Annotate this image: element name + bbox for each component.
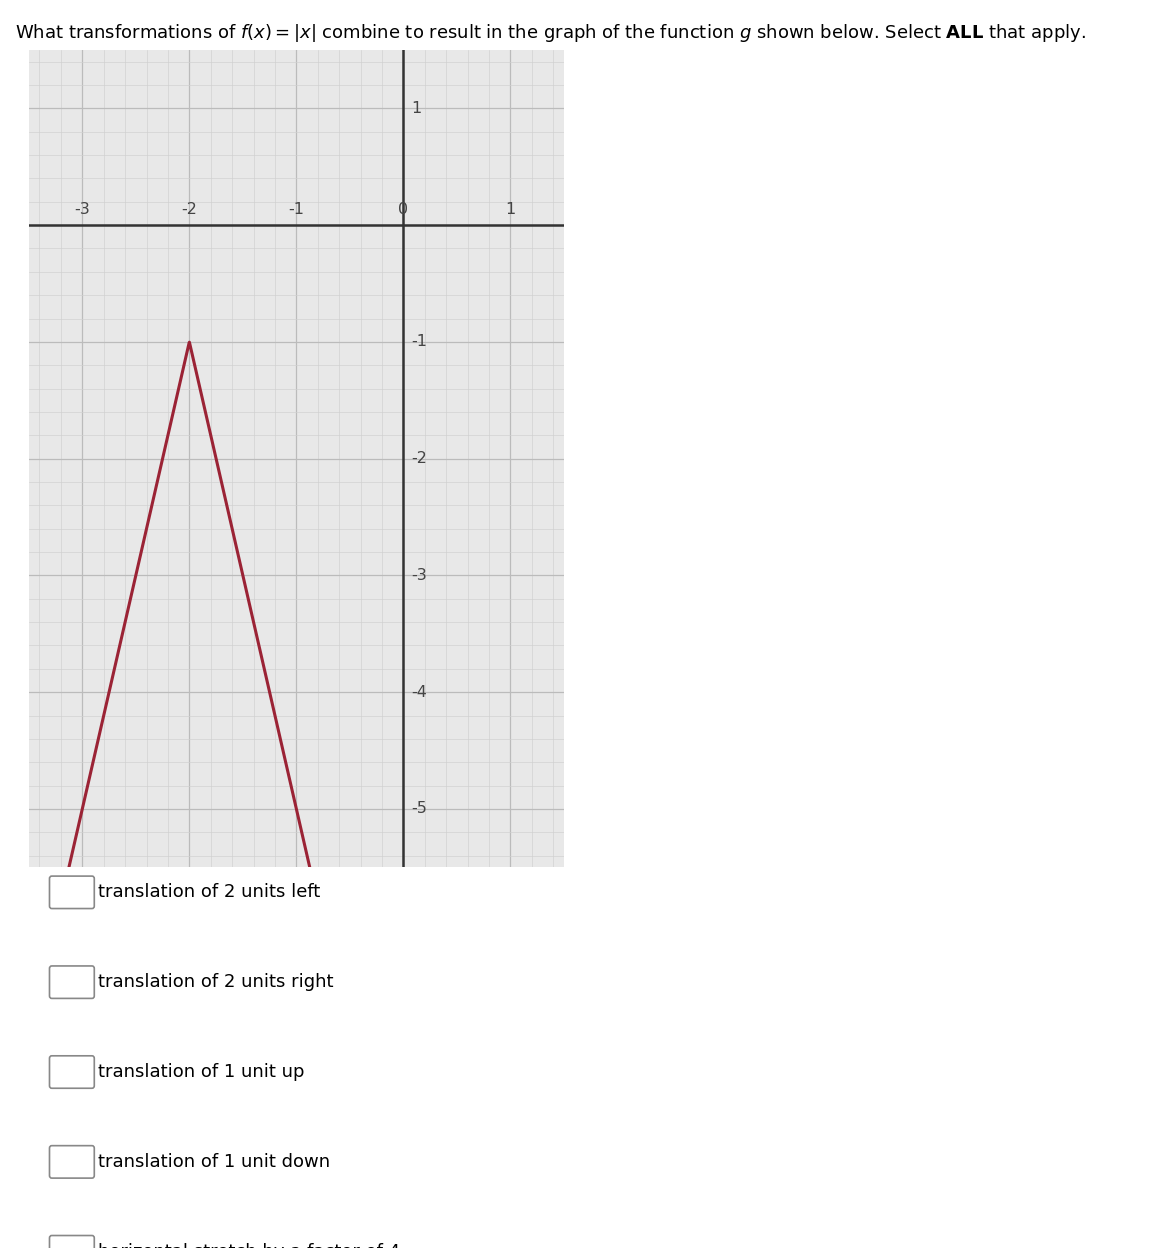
Text: -3: -3 bbox=[411, 568, 427, 583]
Text: 1: 1 bbox=[411, 101, 421, 116]
Text: -1: -1 bbox=[411, 334, 427, 349]
Text: 1: 1 bbox=[505, 202, 516, 217]
Text: -3: -3 bbox=[75, 202, 90, 217]
Text: translation of 1 unit up: translation of 1 unit up bbox=[98, 1063, 304, 1081]
Text: 0: 0 bbox=[398, 202, 409, 217]
Text: -2: -2 bbox=[411, 451, 427, 467]
Text: translation of 2 units left: translation of 2 units left bbox=[98, 884, 320, 901]
Text: -5: -5 bbox=[411, 801, 427, 816]
Text: What transformations of $f(x) = |x|$ combine to result in the graph of the funct: What transformations of $f(x) = |x|$ com… bbox=[15, 22, 1087, 45]
Text: -1: -1 bbox=[289, 202, 304, 217]
Text: -2: -2 bbox=[182, 202, 197, 217]
Text: -4: -4 bbox=[411, 685, 427, 700]
Text: translation of 2 units right: translation of 2 units right bbox=[98, 973, 334, 991]
Text: translation of 1 unit down: translation of 1 unit down bbox=[98, 1153, 330, 1171]
Text: horizontal stretch by a factor of 4: horizontal stretch by a factor of 4 bbox=[98, 1243, 399, 1248]
